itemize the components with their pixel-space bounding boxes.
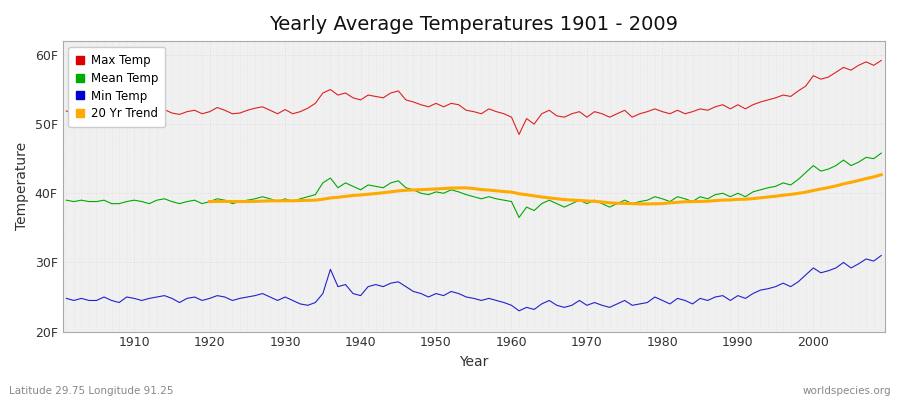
Y-axis label: Temperature: Temperature	[15, 142, 29, 230]
X-axis label: Year: Year	[459, 355, 489, 369]
Text: worldspecies.org: worldspecies.org	[803, 386, 891, 396]
Text: Latitude 29.75 Longitude 91.25: Latitude 29.75 Longitude 91.25	[9, 386, 174, 396]
Title: Yearly Average Temperatures 1901 - 2009: Yearly Average Temperatures 1901 - 2009	[269, 15, 679, 34]
Legend: Max Temp, Mean Temp, Min Temp, 20 Yr Trend: Max Temp, Mean Temp, Min Temp, 20 Yr Tre…	[68, 47, 166, 127]
